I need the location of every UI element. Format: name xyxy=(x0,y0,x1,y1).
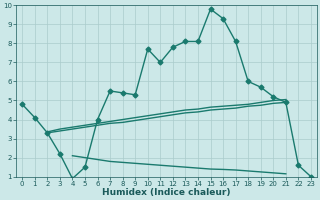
X-axis label: Humidex (Indice chaleur): Humidex (Indice chaleur) xyxy=(102,188,231,197)
